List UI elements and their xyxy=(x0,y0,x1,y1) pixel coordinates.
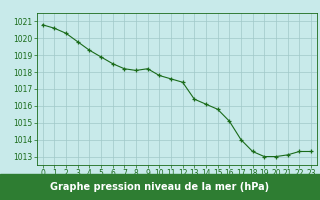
Text: Graphe pression niveau de la mer (hPa): Graphe pression niveau de la mer (hPa) xyxy=(51,182,269,192)
